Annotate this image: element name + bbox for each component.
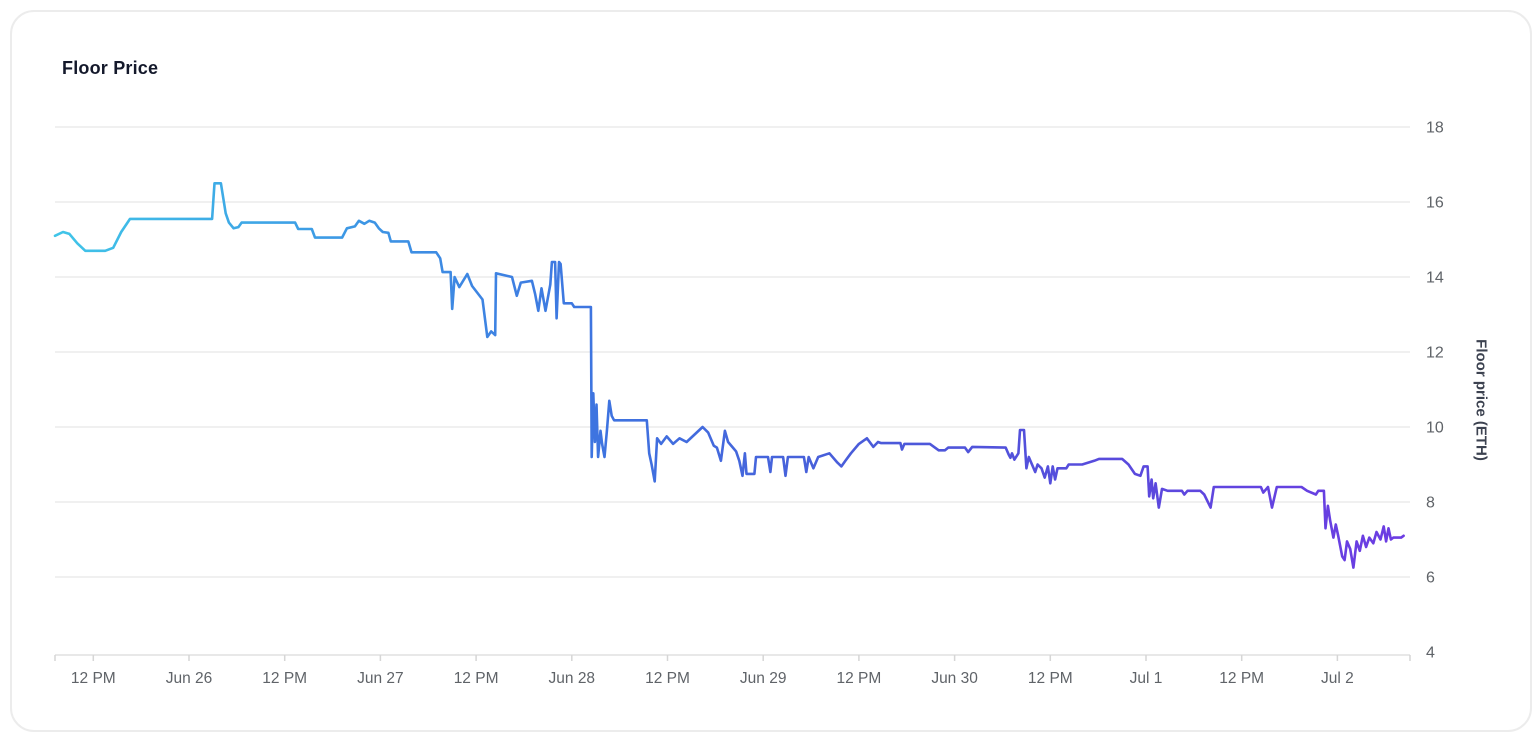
y-tick-label-12: 12 — [1426, 345, 1444, 362]
y-tick-label-8: 8 — [1426, 495, 1435, 512]
y-tick-label-6: 6 — [1426, 570, 1435, 587]
x-tick-label-1: Jun 26 — [166, 670, 213, 687]
x-tick-label-8: 12 PM — [836, 670, 881, 687]
x-tick-label-6: 12 PM — [645, 670, 690, 687]
x-tick-label-9: Jun 30 — [931, 670, 978, 687]
x-tick-label-12: 12 PM — [1219, 670, 1264, 687]
y-tick-label-14: 14 — [1426, 270, 1444, 287]
floor-price-card: Floor Price Floor price (ETH) — [10, 10, 1532, 732]
floor-price-line — [53, 182, 1405, 569]
x-tick-label-13: Jul 2 — [1321, 670, 1354, 687]
y-tick-label-16: 16 — [1426, 195, 1444, 212]
x-tick-label-0: 12 PM — [71, 670, 116, 687]
chart-title: Floor Price — [62, 58, 159, 78]
x-tick-label-10: 12 PM — [1028, 670, 1073, 687]
y-tick-label-10: 10 — [1426, 420, 1444, 437]
x-tick-label-3: Jun 27 — [357, 670, 404, 687]
y-tick-label-18: 18 — [1426, 120, 1444, 137]
x-tick-label-11: Jul 1 — [1130, 670, 1163, 687]
x-tick-label-2: 12 PM — [262, 670, 307, 687]
y-tick-label-4: 4 — [1426, 645, 1435, 662]
x-tick-label-4: 12 PM — [454, 670, 499, 687]
x-tick-label-7: Jun 29 — [740, 670, 787, 687]
x-tick-label-5: Jun 28 — [549, 670, 596, 687]
